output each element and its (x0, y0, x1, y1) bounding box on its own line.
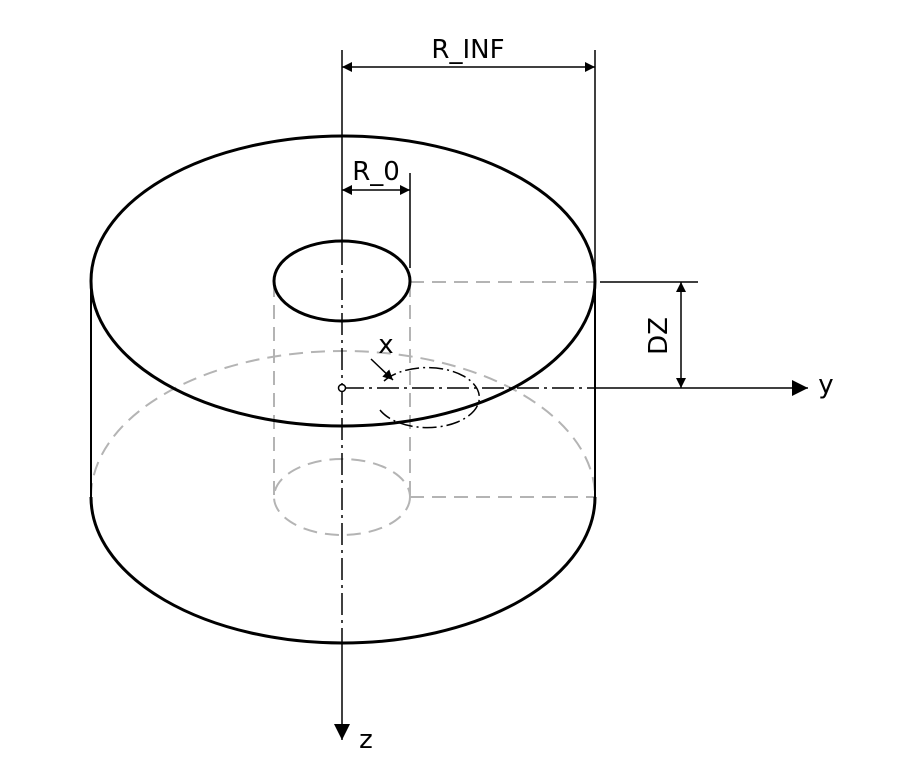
extension-lines (341, 50, 698, 283)
outer-bottom-front-arc (89, 496, 597, 645)
dz-label: DZ (644, 317, 674, 355)
outer-side-edges (90, 281, 596, 497)
x-axis-label: x (378, 330, 393, 360)
outer-top-ellipse (89, 134, 597, 428)
hidden-lines (90, 281, 596, 536)
z-axis-label: z (359, 725, 373, 755)
dimension-lines (342, 62, 686, 388)
axes (334, 243, 808, 740)
r-inf-label: R_INF (431, 35, 504, 65)
y-axis-label: y (818, 370, 833, 400)
origin-marker (337, 383, 347, 393)
rotation-indicator-arc (379, 366, 481, 429)
x-rotation-arrow (370, 358, 394, 381)
r-0-label: R_0 (352, 157, 400, 187)
outer-bottom-hidden-arc (90, 350, 596, 498)
